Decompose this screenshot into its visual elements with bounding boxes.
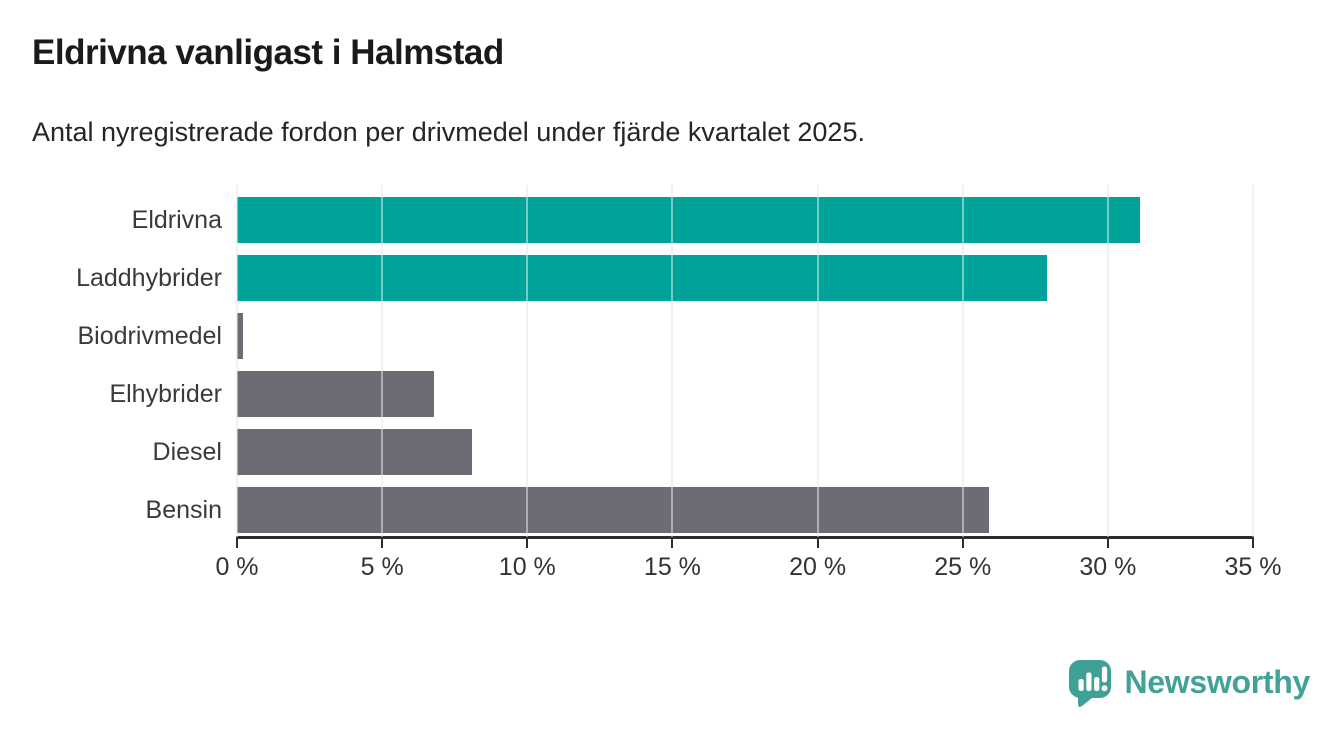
- y-axis-category-labels: Eldrivna Laddhybrider Biodrivmedel Elhybrid…: [0, 185, 222, 537]
- x-tick-mark: [671, 539, 674, 548]
- x-tick-label: 10 %: [498, 553, 556, 581]
- x-tick-label: 15 %: [643, 553, 701, 581]
- x-tick-mark: [1252, 539, 1254, 548]
- x-tick-label: 25 %: [934, 553, 992, 581]
- bar-biodrivmedel: [237, 313, 243, 359]
- bar-laddhybrider: [237, 255, 1047, 301]
- gridline: [236, 185, 238, 537]
- x-tick-mark: [816, 539, 819, 548]
- x-tick-mark: [526, 539, 529, 548]
- x-axis-line: [236, 536, 1254, 539]
- category-label: Elhybrider: [109, 379, 222, 408]
- newsworthy-logo: Newsworthy: [1066, 657, 1311, 708]
- gridline: [1106, 185, 1109, 537]
- gridline-overlay: [816, 185, 819, 537]
- gridline-overlay: [961, 185, 964, 537]
- category-label: Eldrivna: [131, 205, 222, 234]
- brand-name: Newsworthy: [1124, 664, 1311, 700]
- x-tick-mark: [381, 539, 384, 548]
- gridline-overlay: [1106, 185, 1109, 537]
- x-tick-label: 35 %: [1224, 553, 1282, 581]
- gridline-overlay: [236, 185, 238, 537]
- category-label: Laddhybrider: [76, 263, 222, 292]
- x-tick-label: 0 %: [215, 553, 259, 581]
- gridline: [526, 185, 529, 537]
- x-tick-mark: [236, 539, 238, 548]
- category-label: Biodrivmedel: [77, 321, 222, 350]
- x-tick-mark: [961, 539, 964, 548]
- gridline: [671, 185, 674, 537]
- x-tick-label: 5 %: [360, 553, 404, 581]
- gridline-overlay: [526, 185, 529, 537]
- newsworthy-bubble-barchart-icon: [1068, 660, 1111, 707]
- category-label: Diesel: [152, 437, 222, 466]
- bar-eldrivna: [237, 197, 1140, 243]
- bar-bensin: [237, 487, 989, 533]
- gridline: [1252, 185, 1254, 537]
- category-label: Bensin: [145, 495, 222, 524]
- gridline: [381, 185, 384, 537]
- gridline-overlay: [1252, 185, 1254, 537]
- gridline: [816, 185, 819, 537]
- plot-area: [236, 185, 1254, 537]
- chart-subtitle: Antal nyregistrerade fordon per drivmede…: [32, 117, 865, 147]
- x-tick-label: 20 %: [789, 553, 847, 581]
- bar-elhybrider: [237, 371, 435, 417]
- gridline-overlay: [381, 185, 384, 537]
- gridline-overlay: [671, 185, 674, 537]
- bar-diesel: [237, 429, 473, 475]
- chart-title: Eldrivna vanligast i Halmstad: [32, 33, 504, 72]
- x-tick-label: 30 %: [1079, 553, 1137, 581]
- x-tick-mark: [1106, 539, 1109, 548]
- gridline: [961, 185, 964, 537]
